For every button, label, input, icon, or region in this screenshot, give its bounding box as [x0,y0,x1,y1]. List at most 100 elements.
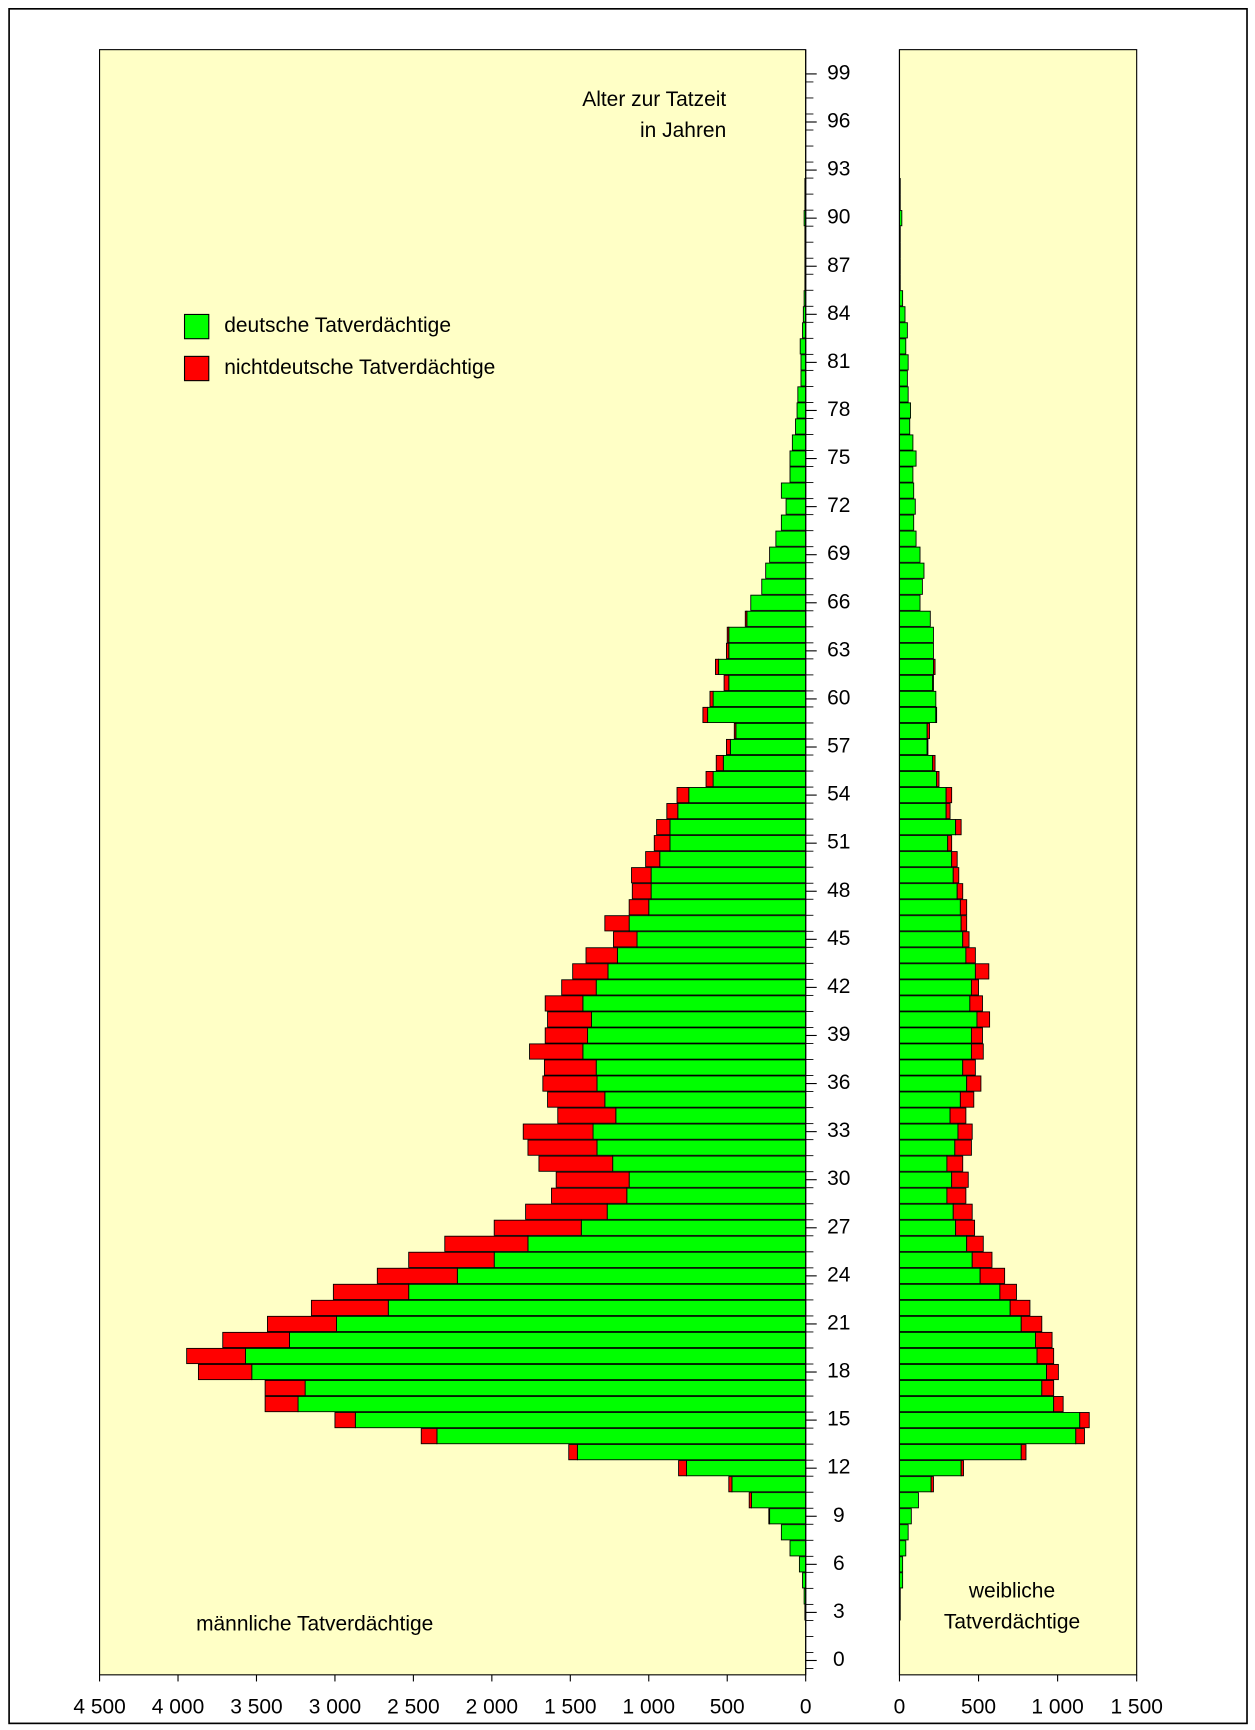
bar [899,1171,953,1188]
bar [709,690,714,707]
bar [899,883,958,900]
age-label: 84 [827,302,851,325]
bar [899,931,964,948]
bar [572,963,609,980]
bar [551,1187,628,1204]
bar [636,931,807,948]
bar [592,1123,807,1140]
bar [979,1267,1006,1284]
bar [899,498,916,515]
bar [659,851,807,868]
age-label: 87 [827,254,850,277]
bar [648,899,807,916]
bar [582,995,807,1012]
bar [726,626,730,643]
bar [899,771,938,788]
bar [544,995,584,1012]
bar [935,706,938,724]
bar [899,787,947,804]
bar [678,1460,687,1477]
bar [387,1299,807,1316]
bar [245,1347,807,1365]
bar [899,1027,972,1044]
bar [951,1171,969,1188]
bar [653,835,671,852]
bar [899,434,914,451]
bar [899,1331,1036,1349]
bar [899,1492,919,1509]
bar [765,562,807,579]
bar [688,787,807,804]
bar [1079,1412,1090,1429]
bar [899,706,937,724]
legend-label: nichtdeutsche Tatverdächtige [224,356,495,379]
chart-title: in Jahren [640,119,726,142]
bar [789,1540,807,1557]
age-label: 63 [827,638,850,661]
bar [899,963,976,980]
bar [899,482,915,499]
bar [1020,1315,1043,1332]
age-label: 6 [833,1552,845,1575]
bar [899,1267,981,1284]
bar [606,1203,807,1220]
bar [729,738,807,756]
bar [628,899,650,916]
bar [780,482,807,499]
bar [955,819,962,836]
bar [538,1155,614,1172]
bar [728,1476,733,1493]
bar [971,1251,993,1268]
bar [264,1379,306,1397]
bar [899,658,934,675]
bar [789,466,807,483]
bar [945,787,953,804]
bar [304,1379,807,1397]
bar [722,754,807,772]
bar [222,1331,290,1349]
age-label: 45 [827,927,850,950]
bar [899,979,972,996]
bar [899,754,934,772]
bar [899,450,917,467]
bar [604,915,630,932]
bar [1036,1347,1055,1365]
bar [493,1251,807,1268]
bar [899,642,934,659]
bar [607,963,807,980]
panel-label: Tatverdächtige [944,1611,1080,1634]
bar [899,1107,951,1124]
bar [197,1363,253,1381]
bar [899,1139,956,1156]
bar [899,851,953,868]
x-tick-label: 500 [961,1695,996,1718]
bar [628,1171,807,1188]
bar [970,979,979,996]
bar [527,1139,598,1156]
bar [899,1187,948,1204]
bar [899,1412,1081,1429]
bar [899,1155,948,1172]
bar [899,1476,932,1493]
bar [376,1267,458,1284]
bar [960,915,968,932]
bar [899,803,947,820]
bar [735,722,807,740]
x-tick-label: 2 500 [387,1695,439,1718]
legend-swatch [183,313,210,340]
bar [1053,1396,1064,1413]
bar [544,1027,589,1044]
bar [408,1251,495,1268]
bar [959,1091,975,1108]
bar [676,787,690,804]
bar [899,738,928,756]
bar [899,1059,964,1076]
bar [748,1492,752,1509]
bar [899,1396,1055,1413]
bar [596,1075,807,1092]
bar [186,1347,246,1365]
bar [612,1155,807,1172]
x-tick-label: 1 500 [544,1695,596,1718]
bar [723,674,730,691]
